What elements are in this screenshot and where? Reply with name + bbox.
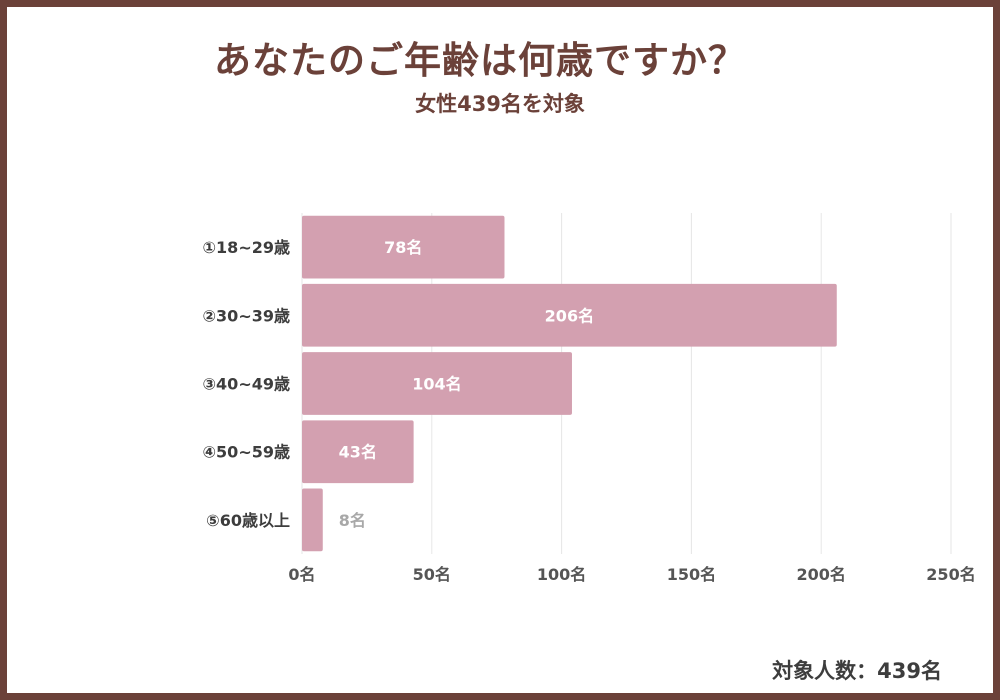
- bars: [302, 215, 837, 552]
- bar: [302, 215, 505, 279]
- category-label: ①18~29歳: [203, 238, 291, 257]
- bar: [302, 283, 837, 347]
- respondent-count: 対象人数：439名: [772, 659, 942, 683]
- x-tick-label: 200名: [796, 565, 845, 584]
- x-tick-label: 250名: [926, 565, 975, 584]
- value-label: 43名: [339, 443, 377, 462]
- category-label: ⑤60歳以上: [206, 511, 290, 530]
- category-label: ④50~59歳: [203, 443, 291, 462]
- x-tick-label: 150名: [667, 565, 716, 584]
- bar: [302, 488, 323, 552]
- x-tick-label: 0名: [288, 565, 315, 584]
- labels: 0名 50名 100名 150名 200名 250名 ①18~29歳 78名 ②30~39歳 20…: [203, 238, 976, 584]
- bar: [302, 420, 414, 484]
- value-label: 8名: [339, 511, 366, 530]
- chart-subtitle: 女性439名を対象: [415, 92, 585, 116]
- value-label: 78名: [384, 238, 422, 257]
- x-tick-label: 100名: [537, 565, 586, 584]
- category-label: ③40~49歳: [203, 375, 291, 394]
- category-label: ②30~39歳: [203, 306, 291, 325]
- bar: [302, 352, 572, 415]
- chart-title: あなたのご年齢は何歳ですか？: [214, 39, 746, 82]
- value-label: 206名: [545, 306, 594, 325]
- x-tick-label: 50名: [413, 565, 451, 584]
- value-label: 104名: [412, 375, 461, 394]
